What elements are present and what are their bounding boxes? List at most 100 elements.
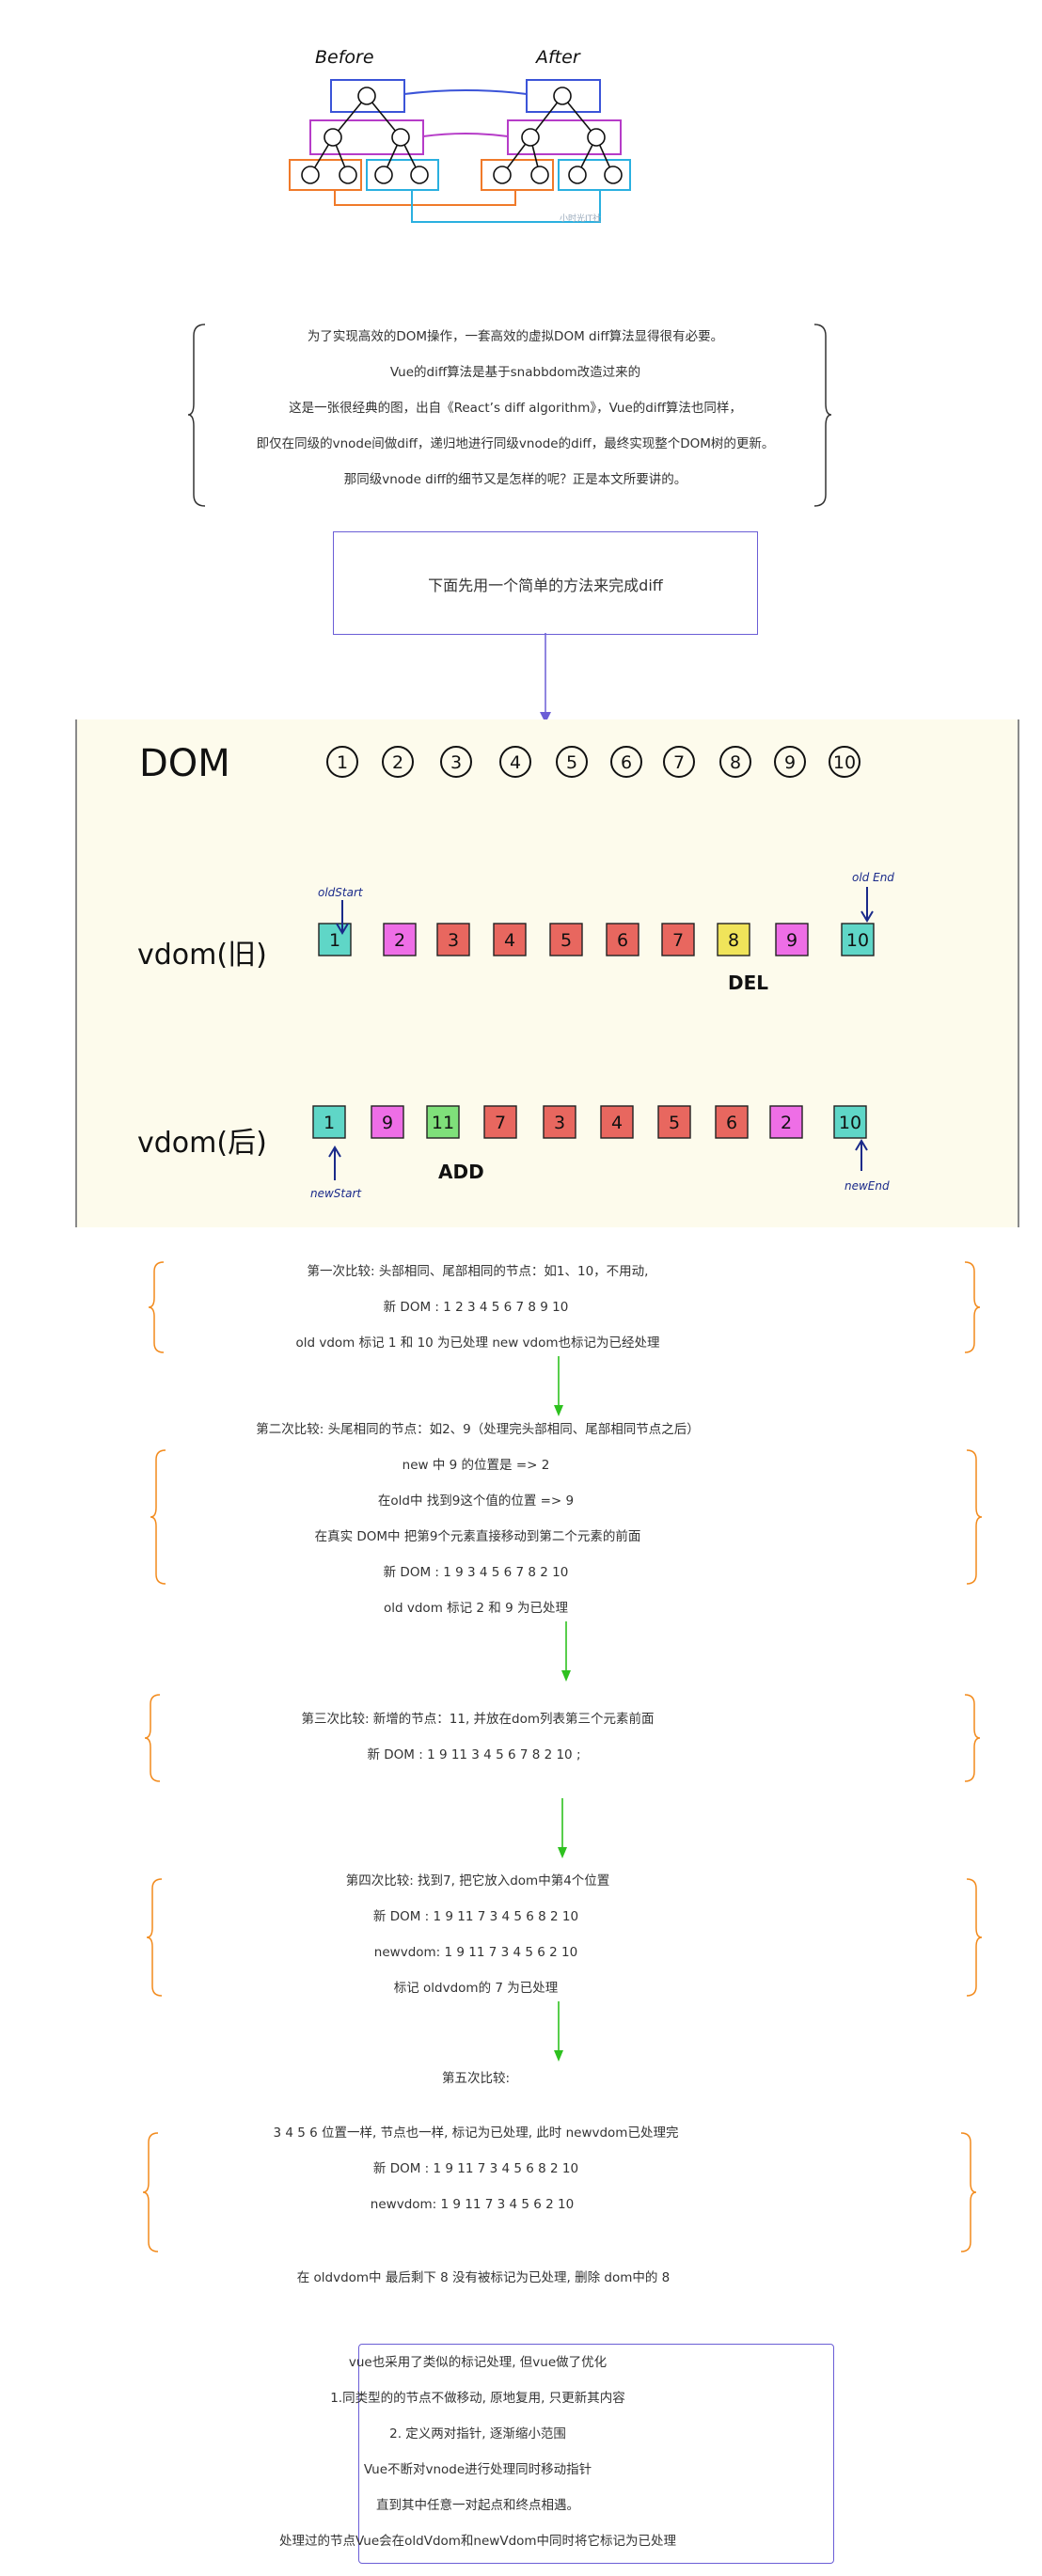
step4-line: newvdom: 1 9 11 7 3 4 5 6 2 10	[373, 1945, 578, 1960]
add-label: ADD	[438, 1161, 484, 1183]
step2-left-brace	[150, 1449, 166, 1585]
dom-node-label: 8	[730, 752, 741, 773]
new-vdom-node	[543, 1105, 576, 1139]
old-vdom-node-label: 1	[329, 930, 340, 951]
dom-row-label: DOM	[139, 742, 230, 785]
new-vdom-label: vdom(后)	[137, 1127, 267, 1160]
step2-line: new 中 9 的位置是 => 2	[402, 1458, 550, 1473]
dom-node	[326, 746, 358, 778]
step5-line: newvdom: 1 9 11 7 3 4 5 6 2 10	[370, 2197, 575, 2212]
new-vdom-node-label: 4	[611, 1113, 623, 1133]
new-vdom-node	[600, 1105, 634, 1139]
summary-line: Vue不断对vnode进行处理同时移动指针	[363, 2462, 592, 2477]
step4-left-brace	[146, 1878, 163, 1997]
new-vdom-node-label: 1	[324, 1113, 335, 1133]
step4-right-brace	[966, 1878, 983, 1997]
summary-line: 1.同类型的的节点不做移动, 原地复用, 只更新其内容	[330, 2391, 625, 2406]
old-vdom-node-label: 8	[728, 930, 739, 951]
new-vdom-node	[483, 1105, 517, 1139]
dom-node	[440, 746, 472, 778]
new-vdom-node	[371, 1105, 404, 1139]
old-vdom-node	[717, 923, 750, 956]
intro-line: 那同级vnode diff的细节又是怎样的呢？正是本文所要讲的。	[343, 472, 687, 487]
step5-line: 新 DOM : 1 9 11 7 3 4 5 6 8 2 10	[372, 2161, 579, 2176]
before-label: Before	[315, 47, 374, 68]
tree-diagram: Before After 小时光IT社	[289, 47, 631, 224]
summary-line: 2. 定义两对指针, 逐渐缩小范围	[389, 2426, 566, 2442]
step3-left-brace	[144, 1694, 161, 1782]
new-start-label: newStart	[310, 1187, 362, 1200]
new-vdom-node	[657, 1105, 691, 1139]
new-vdom-node-label: 7	[495, 1113, 506, 1133]
intro-line: 为了实现高效的DOM操作，一套高效的虚拟DOM diff算法显得很有必要。	[307, 329, 724, 344]
new-vdom-node-label: 6	[726, 1113, 737, 1133]
new-vdom-node-label: 2	[781, 1113, 792, 1133]
dom-node	[499, 746, 531, 778]
dom-node	[382, 746, 414, 778]
dom-node-label: 3	[450, 752, 462, 773]
step2-right-brace	[966, 1449, 983, 1585]
step3-line: 新 DOM : 1 9 11 3 4 5 6 7 8 2 10 ;	[367, 1747, 581, 1762]
old-start-label: oldStart	[318, 886, 364, 899]
step4-line: 新 DOM : 1 9 11 7 3 4 5 6 8 2 10	[372, 1909, 579, 1924]
new-vdom-node-label: 11	[432, 1113, 454, 1133]
new-vdom-node	[833, 1105, 867, 1139]
step1-line: 新 DOM : 1 2 3 4 5 6 7 8 9 10	[383, 1300, 569, 1315]
old-vdom-node-label: 6	[617, 930, 628, 951]
step5-line: 3 4 5 6 位置一样, 节点也一样, 标记为已处理, 此时 newvdom已…	[273, 2126, 679, 2141]
dom-node	[719, 746, 751, 778]
old-vdom-node	[549, 923, 583, 956]
green-arrow	[554, 1356, 563, 1416]
step2-line: 在old中 找到9这个值的位置 => 9	[377, 1493, 575, 1509]
old-vdom-node	[383, 923, 417, 956]
dom-node-label: 4	[510, 752, 521, 773]
diff-panel-drawing: DOM vdom(旧) vdom(后) 1 2 3 4 5 6 7 8 9 10 1 2 3 4 5 6 7 8…	[137, 742, 894, 1200]
step3-right-brace	[964, 1694, 981, 1782]
old-vdom-node-label: 9	[786, 930, 797, 951]
new-vdom-node-label: 10	[839, 1113, 861, 1133]
del-label: DEL	[728, 972, 768, 994]
summary-line: 直到其中任意一对起点和终点相遇。	[376, 2498, 579, 2513]
arrow-down	[540, 633, 551, 723]
old-vdom-node	[493, 923, 527, 956]
old-vdom-node	[841, 923, 875, 956]
dom-node	[829, 746, 860, 778]
dom-node-label: 2	[392, 752, 403, 773]
green-arrow	[558, 1798, 567, 1858]
step4-line: 标记 oldvdom的 7 为已处理	[393, 1981, 559, 1996]
summary-line: 处理过的节点Vue会在oldVdom和newVdom中同时将它标记为已处理	[278, 2534, 677, 2549]
old-vdom-node	[775, 923, 809, 956]
intro-left-brace	[187, 324, 206, 507]
dom-node	[556, 746, 588, 778]
old-vdom-node-label: 7	[672, 930, 684, 951]
step1-left-brace	[148, 1261, 165, 1353]
old-vdom-label: vdom(旧)	[137, 939, 267, 972]
green-arrow	[561, 1621, 571, 1682]
old-end-label: old End	[852, 871, 894, 884]
intro-right-brace	[813, 324, 832, 507]
dom-node	[774, 746, 806, 778]
intro-line: 这是一张很经典的图，出自《React’s diff algorithm》，Vue…	[289, 401, 742, 416]
old-vdom-node-label: 4	[504, 930, 515, 951]
step2-title: 第二次比较: 头尾相同的节点：如2、9（处理完头部相同、尾部相同节点之后）	[256, 1422, 700, 1437]
step2-line: 在真实 DOM中 把第9个元素直接移动到第二个元素的前面	[314, 1529, 641, 1544]
dom-node	[610, 746, 642, 778]
dom-node-label: 9	[784, 752, 796, 773]
intro-line: Vue的diff算法是基于snabbdom改造过来的	[389, 365, 641, 380]
new-vdom-node-label: 5	[669, 1113, 680, 1133]
dom-node	[663, 746, 695, 778]
step2-line: old vdom 标记 2 和 9 为已处理	[384, 1601, 568, 1616]
old-vdom-node-label: 2	[394, 930, 405, 951]
after-label: After	[534, 47, 581, 68]
watermark: 小时光IT社	[560, 213, 601, 224]
new-vdom-node	[715, 1105, 749, 1139]
dom-node-label: 7	[673, 752, 685, 773]
final-note: 在 oldvdom中 最后剩下 8 没有被标记为已处理, 删除 dom中的 8	[296, 2270, 671, 2285]
summary-box	[358, 2344, 834, 2564]
green-arrow	[554, 2001, 563, 2062]
new-end-label: newEnd	[845, 1179, 890, 1193]
step1-right-brace	[964, 1261, 981, 1353]
step5-right-brace	[960, 2132, 977, 2252]
new-vdom-node	[769, 1105, 803, 1139]
step2-line: 新 DOM : 1 9 3 4 5 6 7 8 2 10	[383, 1565, 569, 1580]
